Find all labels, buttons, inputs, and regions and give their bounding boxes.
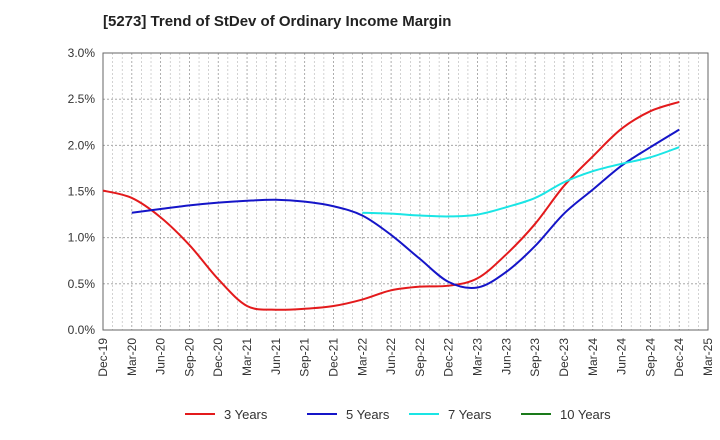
x-tick-label: Mar-21 [240, 338, 254, 376]
legend-label-10-years: 10 Years [560, 407, 611, 422]
chart-title: [5273] Trend of StDev of Ordinary Income… [103, 13, 452, 30]
series-line-5-years [131, 128, 680, 290]
x-tick-label: Dec-20 [211, 338, 225, 377]
x-tick-label: Sep-20 [182, 338, 196, 377]
x-tick-label: Sep-24 [643, 338, 657, 377]
legend-label-5-years: 5 Years [346, 407, 390, 422]
y-tick-label: 0.0% [68, 323, 96, 337]
x-tick-label: Dec-22 [442, 338, 456, 377]
legend-label-3-years: 3 Years [224, 407, 268, 422]
y-tick-label: 2.5% [68, 92, 96, 106]
y-tick-label: 0.5% [68, 277, 96, 291]
x-tick-label: Dec-23 [557, 338, 571, 377]
x-tick-label: Dec-21 [326, 338, 340, 377]
y-tick-label: 2.0% [68, 138, 96, 152]
x-tick-label: Sep-21 [298, 338, 312, 377]
series-line-3-years [102, 100, 680, 311]
x-tick-label: Mar-20 [125, 338, 139, 376]
legend-label-7-years: 7 Years [448, 407, 492, 422]
x-tick-label: Jun-21 [269, 338, 283, 375]
x-tick-label: Sep-22 [413, 338, 427, 377]
series-line-7-years [362, 146, 680, 218]
x-tick-label: Jun-22 [384, 338, 398, 375]
x-tick-label: Dec-19 [96, 338, 110, 377]
x-tick-label: Mar-24 [586, 338, 600, 376]
x-tick-label: Mar-23 [471, 338, 485, 376]
x-tick-label: Sep-23 [528, 338, 542, 377]
x-tick-label: Jun-24 [615, 338, 629, 375]
x-tick-label: Jun-23 [499, 338, 513, 375]
x-tick-label: Mar-25 [701, 338, 715, 376]
y-tick-label: 3.0% [68, 46, 96, 60]
x-tick-label: Jun-20 [154, 338, 168, 375]
x-tick-label: Mar-22 [355, 338, 369, 376]
x-tick-label: Dec-24 [672, 338, 686, 377]
y-tick-label: 1.5% [68, 185, 96, 199]
y-tick-label: 1.0% [68, 231, 96, 245]
